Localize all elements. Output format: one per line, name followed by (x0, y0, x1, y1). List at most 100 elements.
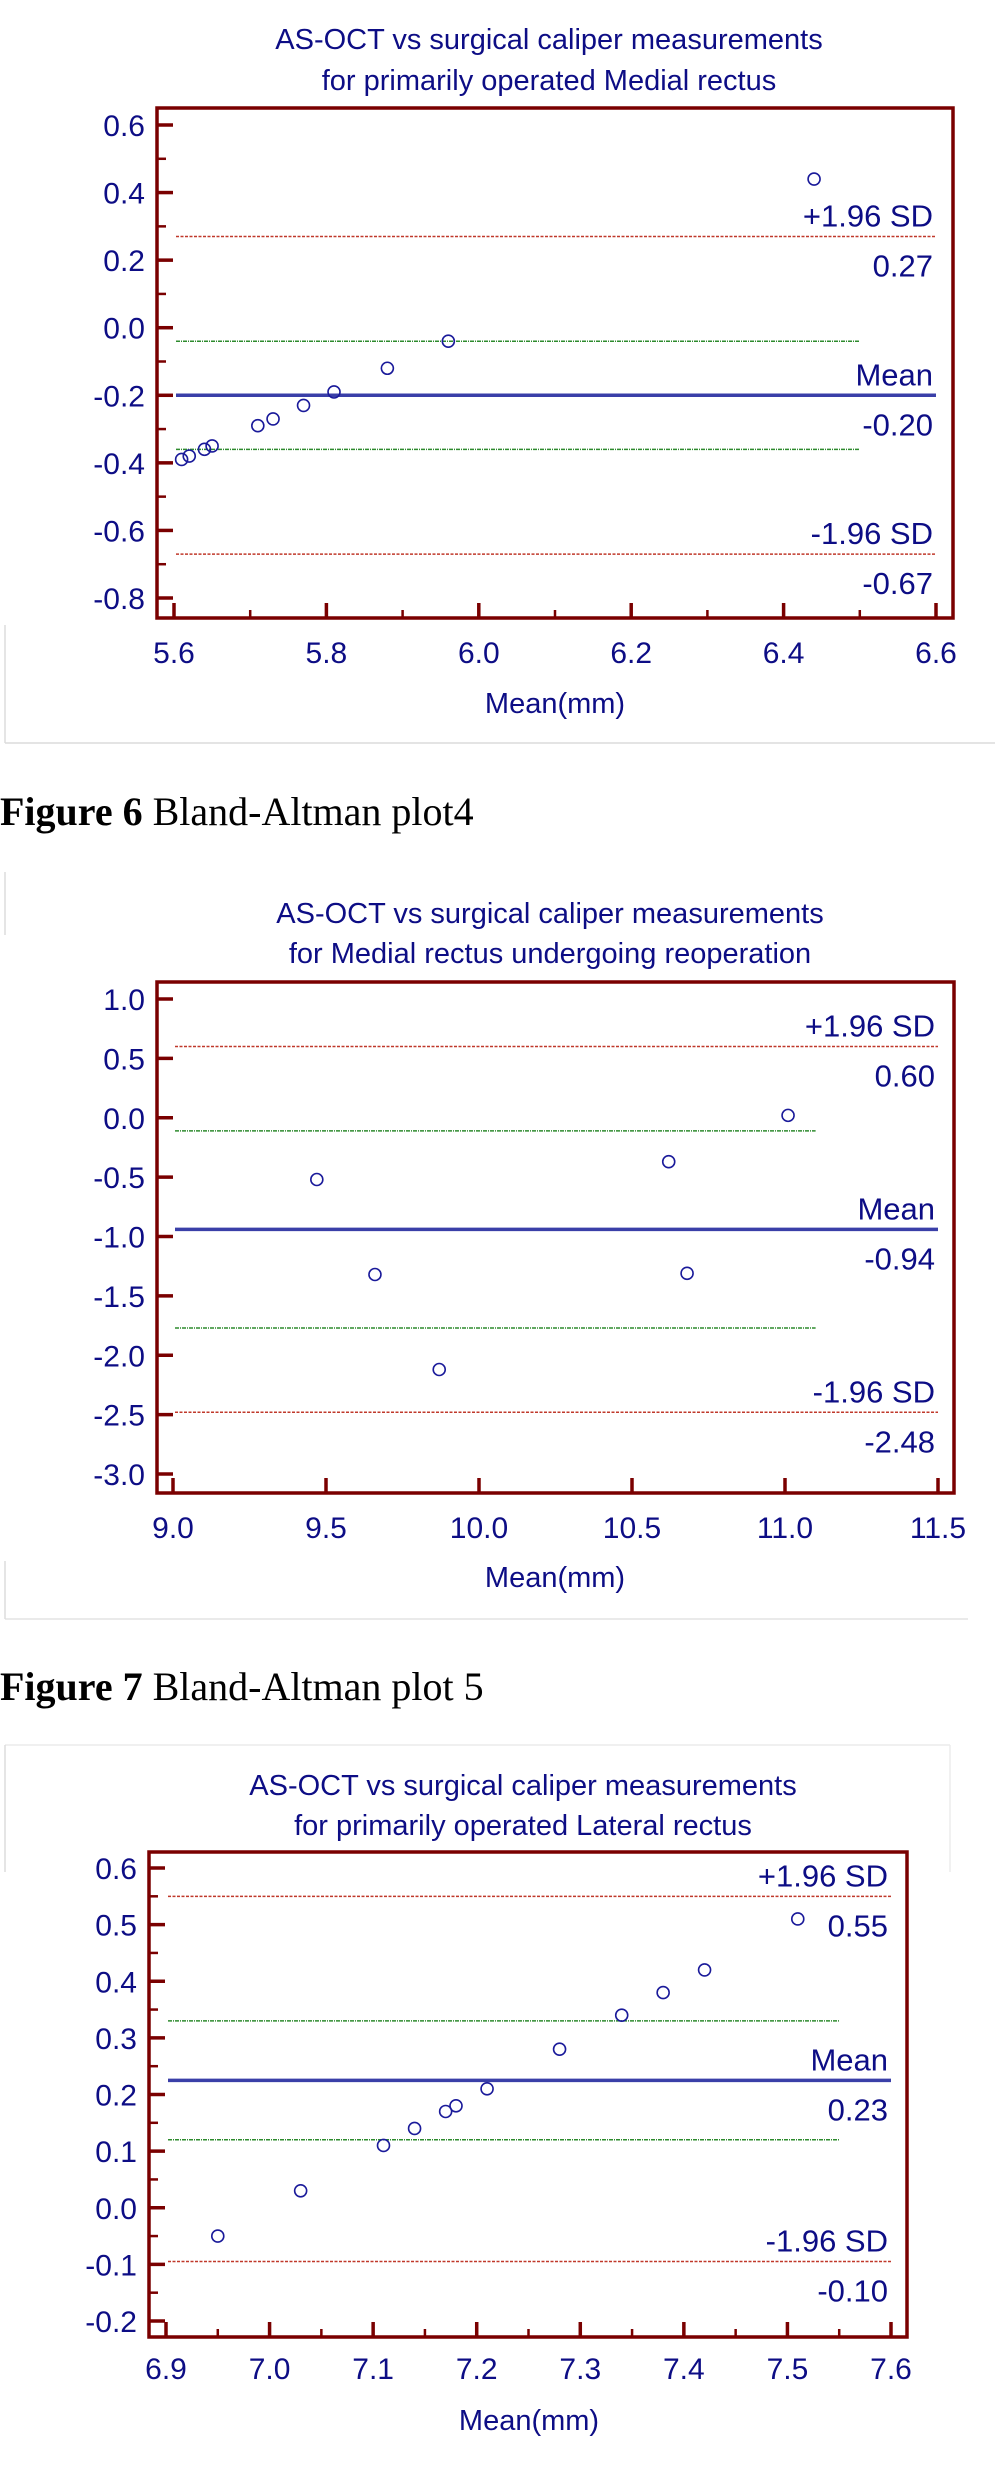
y-tick-label: 0.6 (95, 1853, 137, 1886)
lower-line-label: -1.96 SD (811, 516, 933, 551)
x-tick-label: 7.0 (249, 2353, 291, 2386)
mean-line-label: Mean (857, 1191, 935, 1226)
y-tick-label: -0.5 (93, 1162, 145, 1195)
mean-line-value: -0.20 (862, 407, 933, 442)
y-tick-label: 0.2 (95, 2080, 137, 2113)
x-tick-label: 11.0 (757, 1512, 813, 1545)
lower-line-value: -0.67 (862, 566, 933, 601)
plot-frame (155, 980, 956, 1495)
data-point (174, 452, 189, 467)
y-tick-label: 0.3 (95, 2023, 137, 2056)
data-point (552, 2042, 567, 2056)
x-axis-label: Mean(mm) (485, 688, 625, 720)
data-point (380, 361, 395, 376)
data-point (614, 2008, 629, 2023)
x-tick-label: 6.2 (610, 637, 652, 670)
data-point (205, 439, 219, 453)
data-point (293, 2183, 308, 2198)
data-point (407, 2121, 422, 2136)
data-point (432, 1362, 447, 1377)
data-point (210, 2229, 225, 2243)
figure-6-caption: Figure 6 Bland-Altman plot4 (0, 792, 474, 832)
y-tick-label: 0.4 (103, 178, 145, 211)
y-tick-label: 0.2 (103, 245, 145, 278)
x-tick-label: 6.9 (145, 2353, 187, 2386)
y-tick-label: 0.0 (95, 2193, 137, 2226)
y-tick-label: 0.0 (103, 313, 145, 346)
y-tick-label: -0.8 (93, 583, 145, 616)
data-point (251, 418, 265, 433)
chart-title-line: AS-OCT vs surgical caliper measurements (249, 1770, 796, 1802)
data-point (327, 385, 341, 399)
y-tick-label: -1.0 (93, 1222, 145, 1255)
data-point (697, 1963, 712, 1977)
y-tick-label: 0.1 (95, 2136, 137, 2169)
bland-altman-chart-2: AS-OCT vs surgical caliper measurements f… (4, 872, 968, 1620)
mean-line-label: Mean (855, 357, 933, 392)
figure-6-caption-text: Bland-Altman plot4 (152, 789, 474, 834)
y-tick-label: 0.5 (103, 1043, 145, 1076)
data-point (790, 1912, 805, 1926)
data-point (680, 1266, 694, 1281)
y-tick-label: -1.5 (93, 1281, 145, 1314)
chart-title-line: for primarily operated Medial rectus (322, 65, 777, 97)
lower-line-value: -2.48 (864, 1424, 935, 1459)
data-point (266, 412, 280, 426)
plot-frame (147, 1850, 909, 2339)
data-point (441, 334, 456, 349)
data-point (438, 2104, 453, 2119)
figure-6-caption-number: Figure 6 (0, 789, 143, 834)
x-tick-label: 10.5 (603, 1512, 661, 1545)
x-tick-label: 6.6 (915, 637, 957, 670)
data-point (182, 449, 197, 463)
y-tick-label: -2.0 (93, 1340, 145, 1373)
data-point (368, 1267, 382, 1282)
data-point (197, 442, 212, 457)
x-tick-label: 6.0 (458, 637, 500, 670)
x-tick-label: 5.6 (153, 637, 195, 670)
x-tick-label: 9.0 (152, 1512, 194, 1545)
data-point (661, 1154, 676, 1169)
y-tick-label: -0.1 (85, 2249, 137, 2282)
upper-line-value: 0.60 (875, 1059, 935, 1094)
chart-title-line: for Medial rectus undergoing reoperation (289, 938, 811, 970)
y-tick-label: -0.4 (93, 448, 145, 481)
y-tick-label: -2.5 (93, 1400, 145, 1433)
data-point (656, 1985, 670, 2000)
x-axis-label: Mean(mm) (459, 2405, 599, 2437)
chart-title-line: AS-OCT vs surgical caliper measurements (275, 24, 822, 56)
figure-7-caption-number: Figure 7 (0, 1664, 143, 1709)
upper-line-label: +1.96 SD (758, 1858, 888, 1893)
chart-title-line: AS-OCT vs surgical caliper measurements (276, 898, 823, 930)
upper-line-value: 0.27 (873, 248, 933, 283)
x-tick-label: 7.5 (767, 2353, 809, 2386)
x-tick-label: 5.8 (306, 637, 348, 670)
x-tick-label: 7.2 (456, 2353, 498, 2386)
x-tick-label: 7.4 (663, 2353, 705, 2386)
data-point (376, 2138, 391, 2153)
figure-7-caption-text: Bland-Altman plot 5 (152, 1664, 484, 1709)
y-tick-label: -0.2 (85, 2306, 137, 2339)
lower-line-value: -0.10 (817, 2274, 888, 2309)
y-tick-label: 0.4 (95, 1966, 137, 1999)
upper-line-label: +1.96 SD (805, 1009, 935, 1044)
y-tick-label: 0.0 (103, 1103, 145, 1136)
x-tick-label: 7.6 (870, 2353, 912, 2386)
chart-title-line: for primarily operated Lateral rectus (294, 1810, 752, 1842)
lower-line-label: -1.96 SD (813, 1374, 935, 1409)
data-point (449, 2099, 463, 2113)
x-axis-label: Mean(mm) (485, 1562, 625, 1594)
mean-line-value: -0.94 (864, 1241, 935, 1276)
upper-line-value: 0.55 (828, 1908, 888, 1943)
x-tick-label: 7.3 (559, 2353, 601, 2386)
data-point (781, 1108, 795, 1123)
x-tick-label: 6.4 (763, 637, 805, 670)
lower-line-label: -1.96 SD (766, 2224, 888, 2259)
data-point (480, 2082, 494, 2096)
data-point (296, 398, 311, 413)
y-tick-label: 0.5 (95, 1910, 137, 1943)
data-point (310, 1172, 324, 1187)
mean-line-label: Mean (810, 2042, 888, 2077)
x-tick-label: 9.5 (305, 1512, 347, 1545)
